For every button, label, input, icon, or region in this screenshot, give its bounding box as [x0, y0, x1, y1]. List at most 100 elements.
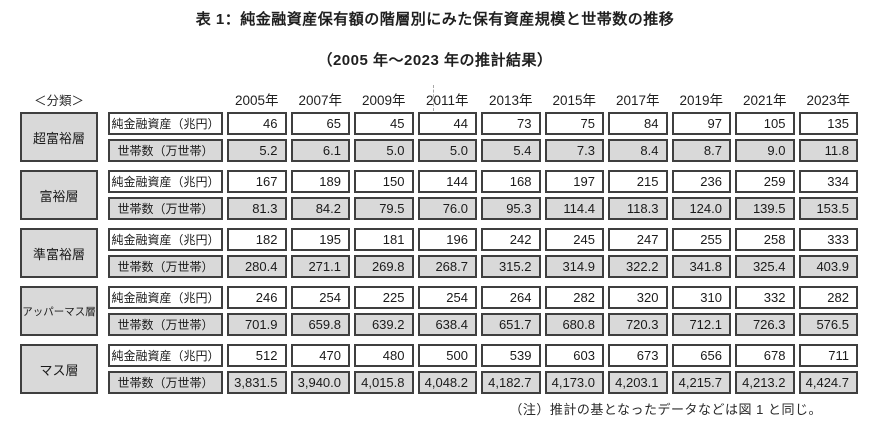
asset-value-cell: 673: [608, 344, 668, 367]
asset-value-cell: 539: [481, 344, 541, 367]
household-value-cell: 4,215.7: [671, 371, 731, 394]
household-value-cell: 314.9: [544, 255, 604, 278]
asset-value-cell: 75: [544, 112, 604, 135]
household-value-cell: 576.5: [798, 313, 858, 336]
metric-label-households: 世帯数（万世帯）: [108, 255, 223, 278]
household-value-cell: 4,048.2: [417, 371, 477, 394]
household-value-cell: 76.0: [417, 197, 477, 220]
asset-value-cell: 333: [798, 228, 858, 251]
household-value-cell: 651.7: [481, 313, 541, 336]
asset-value-cell: 247: [608, 228, 668, 251]
classification-header: ＜分類＞: [33, 93, 84, 108]
metric-label-households: 世帯数（万世帯）: [108, 371, 223, 394]
asset-value-cell: 254: [290, 286, 350, 309]
household-value-cell: 5.2: [227, 139, 287, 162]
asset-value-cell: 135: [798, 112, 858, 135]
asset-value-cell: 258: [735, 228, 795, 251]
household-value-cell: 114.4: [544, 197, 604, 220]
household-value-cell: 118.3: [608, 197, 668, 220]
asset-value-cell: 236: [671, 170, 731, 193]
asset-value-cell: 195: [290, 228, 350, 251]
household-value-cell: 9.0: [735, 139, 795, 162]
asset-value-cell: 242: [481, 228, 541, 251]
household-value-cell: 4,213.2: [735, 371, 795, 394]
household-value-cell: 4,015.8: [354, 371, 414, 394]
asset-value-cell: 245: [544, 228, 604, 251]
asset-value-cell: 44: [417, 112, 477, 135]
tier-group: 超富裕層 純金融資産（兆円） 46 65 45 44 73 75 84 97 105 135 世帯数（万…: [20, 112, 858, 162]
year-header: 2009年: [361, 93, 406, 108]
metric-label-assets: 純金融資産（兆円）: [108, 228, 223, 251]
asset-value-cell: 196: [417, 228, 477, 251]
asset-value-cell: 334: [798, 170, 858, 193]
household-value-cell: 341.8: [671, 255, 731, 278]
asset-value-cell: 182: [227, 228, 287, 251]
asset-value-cell: 711: [798, 344, 858, 367]
year-header: 2017年: [615, 93, 660, 108]
year-header: 2019年: [679, 93, 724, 108]
household-value-cell: 139.5: [735, 197, 795, 220]
year-header: 2007年: [298, 93, 343, 108]
asset-value-cell: 480: [354, 344, 414, 367]
asset-value-cell: 73: [481, 112, 541, 135]
household-value-cell: 4,182.7: [481, 371, 541, 394]
household-value-cell: 269.8: [354, 255, 414, 278]
asset-value-cell: 46: [227, 112, 287, 135]
asset-value-cell: 332: [735, 286, 795, 309]
metric-label-assets: 純金融資産（兆円）: [108, 344, 223, 367]
household-value-cell: 659.8: [290, 313, 350, 336]
household-value-cell: 3,831.5: [227, 371, 287, 394]
asset-value-cell: 189: [290, 170, 350, 193]
household-value-cell: 8.4: [608, 139, 668, 162]
tier-group: 準富裕層 純金融資産（兆円） 182 195 181 196 242 245 247 255 258…: [20, 228, 858, 278]
metric-label-households: 世帯数（万世帯）: [108, 313, 223, 336]
household-value-cell: 4,173.0: [544, 371, 604, 394]
table-header-row: ＜分類＞ 2005年 2007年 2009年 2011年 2013年 2015年 2017年…: [20, 88, 858, 110]
tier-label: 準富裕層: [20, 228, 98, 278]
household-value-cell: 124.0: [671, 197, 731, 220]
page-break-dashed-line: [433, 85, 434, 111]
household-value-cell: 325.4: [735, 255, 795, 278]
metric-label-households: 世帯数（万世帯）: [108, 139, 223, 162]
household-value-cell: 268.7: [417, 255, 477, 278]
asset-value-cell: 282: [544, 286, 604, 309]
asset-value-cell: 254: [417, 286, 477, 309]
asset-value-cell: 105: [735, 112, 795, 135]
asset-value-cell: 225: [354, 286, 414, 309]
household-value-cell: 7.3: [544, 139, 604, 162]
household-value-cell: 5.0: [354, 139, 414, 162]
asset-value-cell: 678: [735, 344, 795, 367]
asset-value-cell: 181: [354, 228, 414, 251]
asset-value-cell: 65: [290, 112, 350, 135]
asset-value-cell: 197: [544, 170, 604, 193]
metric-label-households: 世帯数（万世帯）: [108, 197, 223, 220]
asset-value-cell: 97: [671, 112, 731, 135]
household-value-cell: 5.0: [417, 139, 477, 162]
household-value-cell: 271.1: [290, 255, 350, 278]
household-value-cell: 4,424.7: [798, 371, 858, 394]
asset-value-cell: 45: [354, 112, 414, 135]
tier-group: マス層 純金融資産（兆円） 512 470 480 500 539 603 673 656 678 7…: [20, 344, 858, 394]
asset-value-cell: 470: [290, 344, 350, 367]
asset-value-cell: 84: [608, 112, 668, 135]
household-value-cell: 95.3: [481, 197, 541, 220]
household-value-cell: 84.2: [290, 197, 350, 220]
household-value-cell: 403.9: [798, 255, 858, 278]
tier-label: マス層: [20, 344, 98, 394]
household-value-cell: 315.2: [481, 255, 541, 278]
year-header: 2011年: [425, 93, 469, 108]
figure-title: 表 1：純金融資産保有額の階層別にみた保有資産規模と世帯数の推移: [195, 11, 675, 28]
asset-value-cell: 512: [227, 344, 287, 367]
household-value-cell: 280.4: [227, 255, 287, 278]
tier-group: 富裕層 純金融資産（兆円） 167 189 150 144 168 197 215 236 259 3…: [20, 170, 858, 220]
household-value-cell: 680.8: [544, 313, 604, 336]
household-value-cell: 712.1: [671, 313, 731, 336]
asset-value-cell: 500: [417, 344, 477, 367]
year-header: 2013年: [488, 93, 533, 108]
household-value-cell: 638.4: [417, 313, 477, 336]
year-header: 2021年: [742, 93, 787, 108]
household-value-cell: 11.8: [798, 139, 858, 162]
year-header: 2005年: [234, 93, 279, 108]
asset-value-cell: 215: [608, 170, 668, 193]
